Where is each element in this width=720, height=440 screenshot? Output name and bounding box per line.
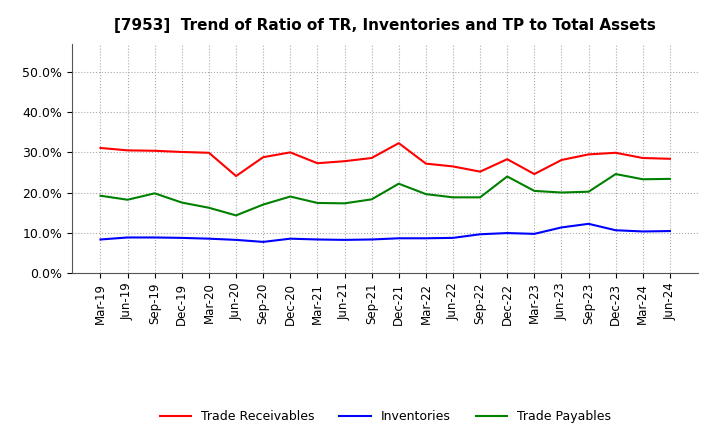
Trade Receivables <box>395 140 403 146</box>
Trade Payables <box>178 200 186 205</box>
Inventories <box>476 231 485 237</box>
Trade Payables <box>530 188 539 194</box>
Inventories <box>232 237 240 242</box>
Trade Receivables <box>313 161 322 166</box>
Trade Payables <box>150 191 159 196</box>
Inventories <box>611 227 620 233</box>
Trade Receivables <box>449 164 457 169</box>
Trade Payables <box>665 176 674 182</box>
Trade Payables <box>286 194 294 199</box>
Trade Payables <box>204 205 213 210</box>
Inventories <box>557 225 566 230</box>
Trade Receivables <box>178 149 186 154</box>
Trade Payables <box>123 197 132 202</box>
Inventories <box>503 231 511 236</box>
Trade Payables <box>395 181 403 186</box>
Inventories <box>665 228 674 234</box>
Inventories <box>259 239 268 245</box>
Trade Payables <box>611 172 620 177</box>
Trade Payables <box>367 197 376 202</box>
Trade Payables <box>449 194 457 200</box>
Trade Payables <box>341 201 349 206</box>
Trade Receivables <box>204 150 213 155</box>
Inventories <box>313 237 322 242</box>
Inventories <box>530 231 539 237</box>
Inventories <box>123 235 132 240</box>
Trade Payables <box>584 189 593 194</box>
Trade Receivables <box>421 161 430 166</box>
Trade Receivables <box>123 148 132 153</box>
Trade Receivables <box>557 158 566 163</box>
Trade Receivables <box>503 157 511 162</box>
Trade Payables <box>476 194 485 200</box>
Inventories <box>286 236 294 241</box>
Line: Inventories: Inventories <box>101 224 670 242</box>
Trade Receivables <box>639 155 647 161</box>
Trade Receivables <box>286 150 294 155</box>
Inventories <box>421 236 430 241</box>
Trade Payables <box>421 191 430 197</box>
Inventories <box>639 229 647 234</box>
Trade Receivables <box>367 155 376 161</box>
Inventories <box>341 237 349 242</box>
Trade Receivables <box>150 148 159 154</box>
Trade Receivables <box>96 145 105 150</box>
Trade Payables <box>557 190 566 195</box>
Inventories <box>449 235 457 241</box>
Line: Trade Receivables: Trade Receivables <box>101 143 670 176</box>
Trade Receivables <box>259 154 268 160</box>
Trade Payables <box>96 193 105 198</box>
Trade Receivables <box>611 150 620 155</box>
Trade Receivables <box>341 158 349 164</box>
Inventories <box>178 235 186 241</box>
Title: [7953]  Trend of Ratio of TR, Inventories and TP to Total Assets: [7953] Trend of Ratio of TR, Inventories… <box>114 18 656 33</box>
Trade Payables <box>503 174 511 179</box>
Trade Payables <box>259 202 268 207</box>
Inventories <box>204 236 213 241</box>
Trade Receivables <box>476 169 485 174</box>
Inventories <box>367 237 376 242</box>
Inventories <box>150 235 159 240</box>
Trade Receivables <box>530 172 539 177</box>
Inventories <box>584 221 593 227</box>
Trade Receivables <box>584 152 593 157</box>
Legend: Trade Receivables, Inventories, Trade Payables: Trade Receivables, Inventories, Trade Pa… <box>155 405 616 428</box>
Trade Payables <box>639 176 647 182</box>
Inventories <box>96 237 105 242</box>
Trade Receivables <box>232 173 240 179</box>
Trade Payables <box>313 200 322 205</box>
Inventories <box>395 236 403 241</box>
Line: Trade Payables: Trade Payables <box>101 174 670 216</box>
Trade Payables <box>232 213 240 218</box>
Trade Receivables <box>665 156 674 161</box>
